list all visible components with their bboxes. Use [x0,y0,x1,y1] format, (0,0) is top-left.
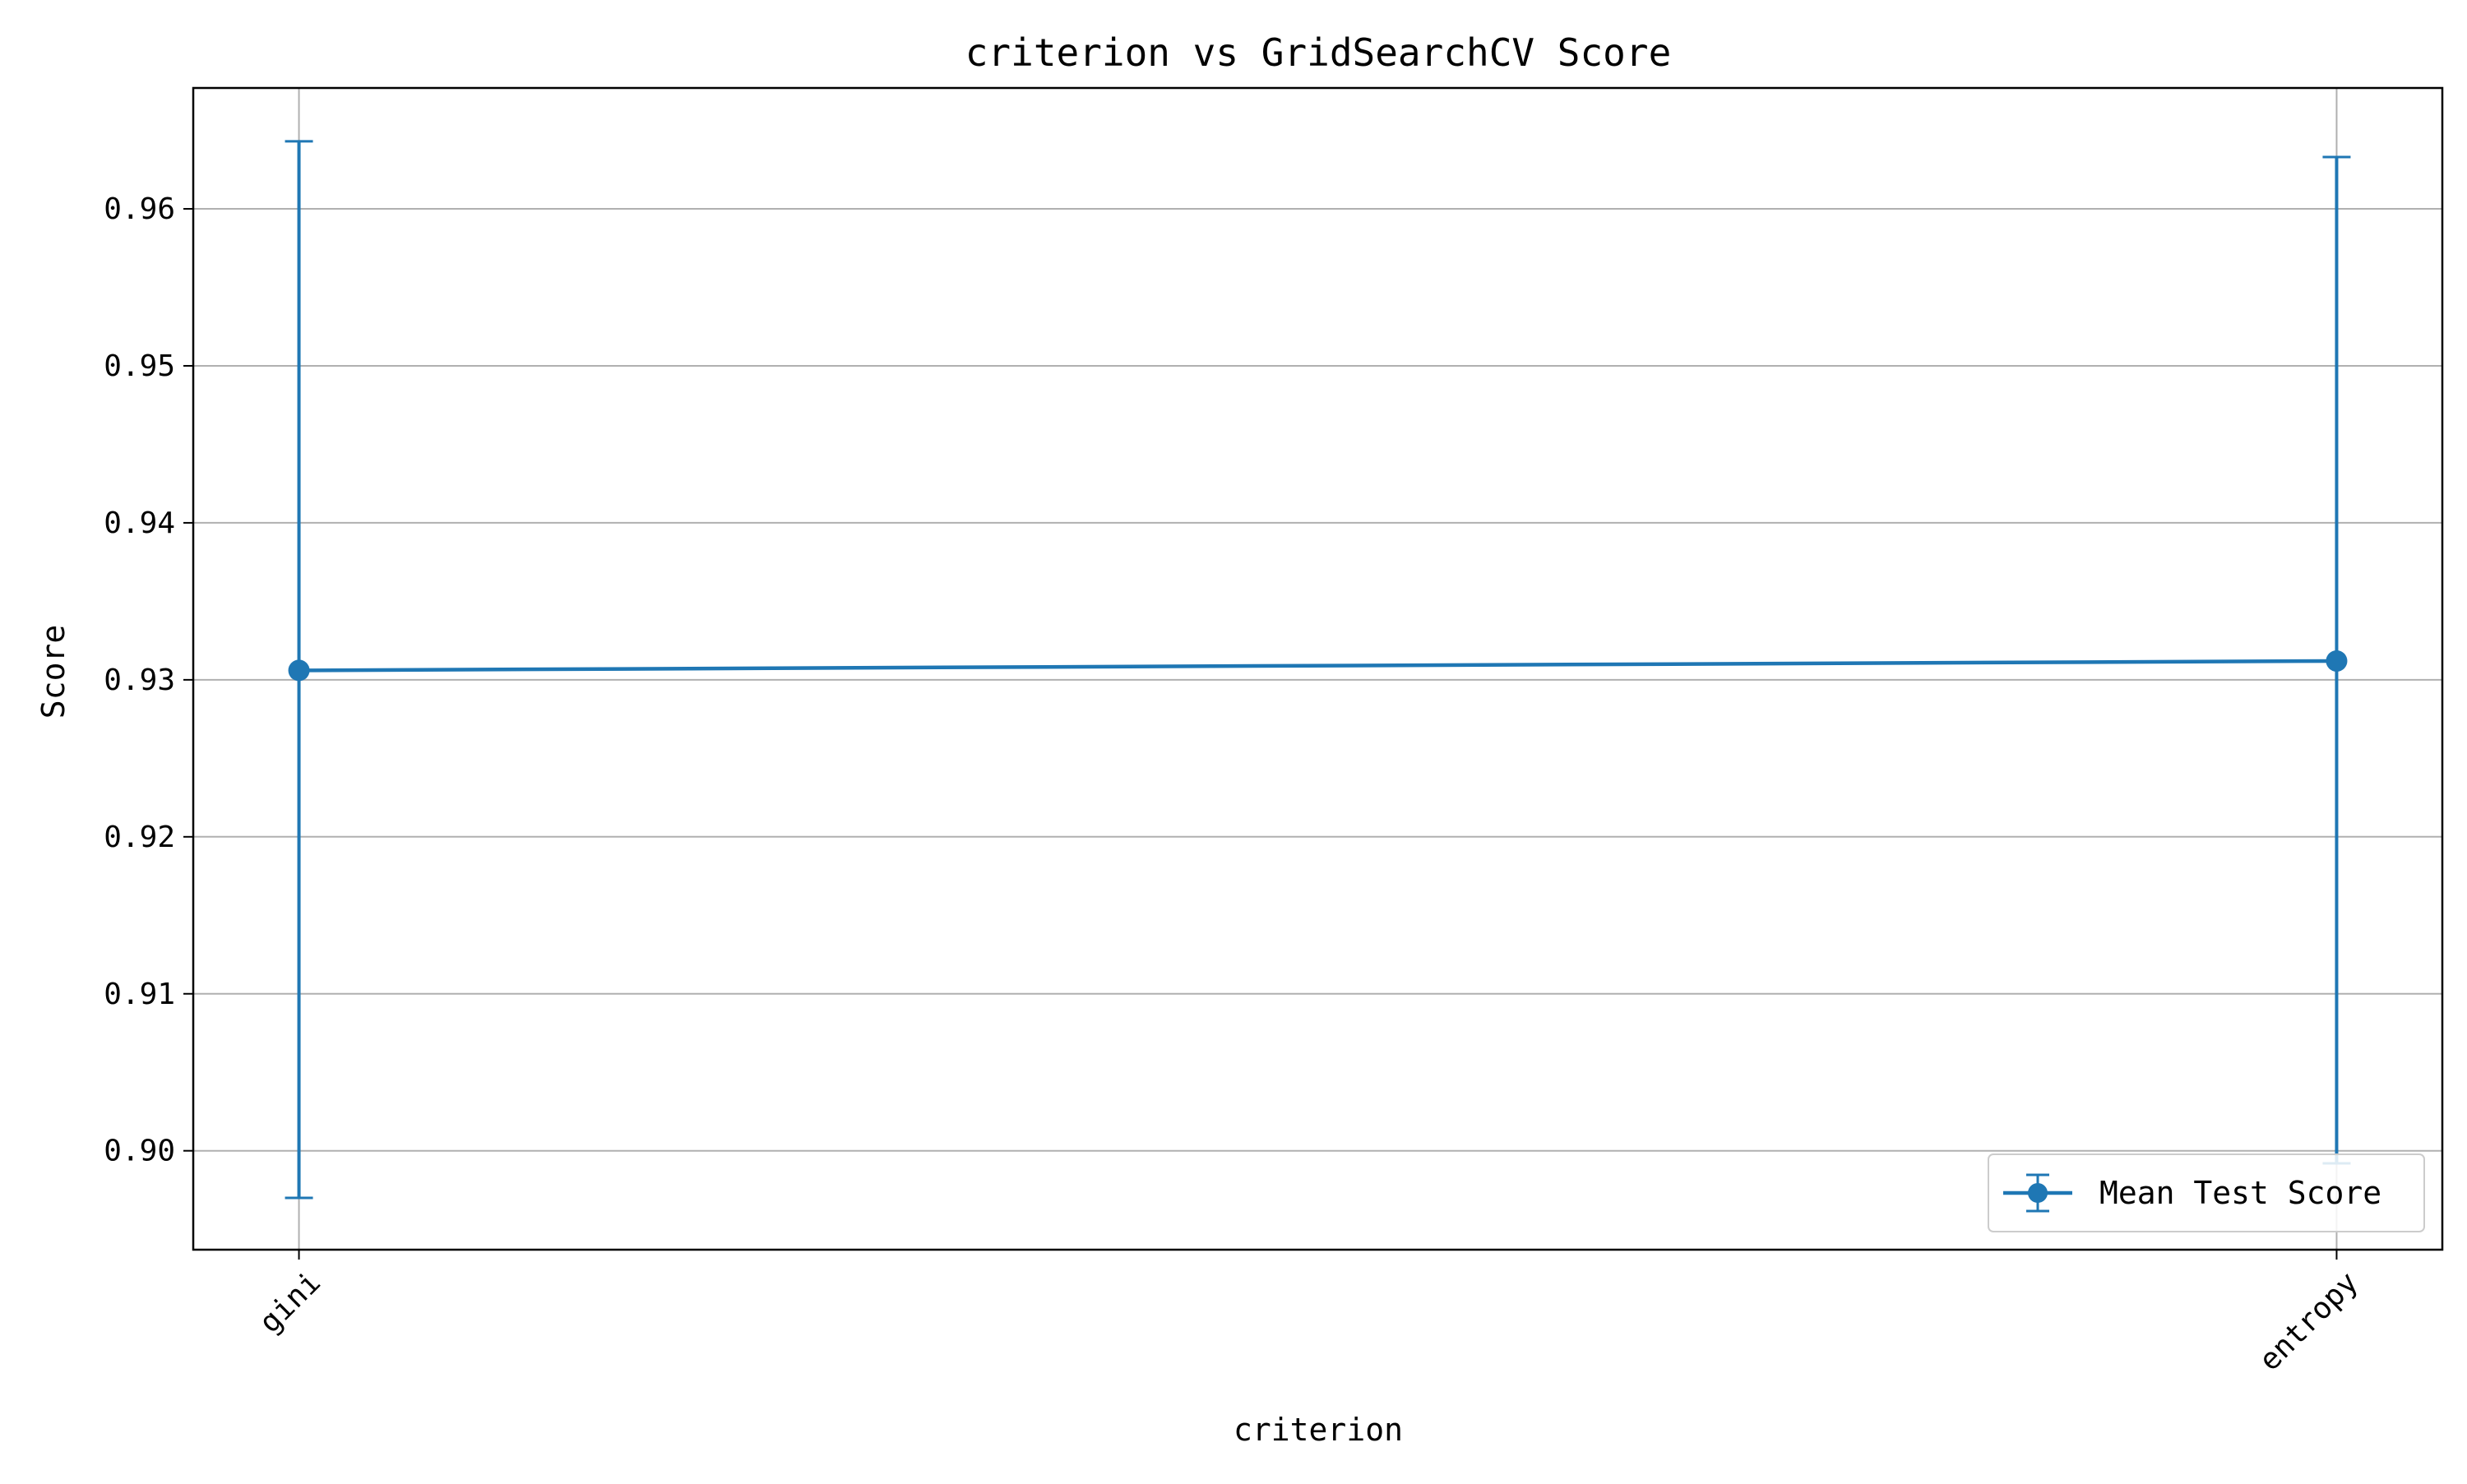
y-tick-label: 0.90 [104,1135,175,1168]
y-axis-label: Score [35,625,72,719]
x-axis-label: criterion [1234,1412,1403,1448]
x-tick-label-gini: gini [253,1265,327,1339]
y-tick-label: 0.92 [104,821,175,854]
legend-box [1988,1153,2425,1232]
series-mean-test-score [285,140,2351,1200]
plot-frame [192,86,2444,1251]
data-point-gini [288,659,310,682]
axes [192,86,2444,1251]
legend-marker [2028,1183,2048,1203]
series-line [299,659,2337,673]
legend: Mean Test Score [1988,1153,2425,1232]
y-tick-label: 0.91 [104,978,175,1011]
data-point-entropy [2326,650,2348,672]
y-tick-label: 0.95 [104,349,175,383]
y-tick-label: 0.93 [104,663,175,697]
legend-label: Mean Test Score [2099,1175,2381,1211]
y-tick-label: 0.94 [104,506,175,540]
grid-lines [193,88,2442,1250]
x-tick-label-entropy: entropy [2253,1265,2365,1377]
y-tick-label: 0.96 [104,192,175,226]
chart-title: criterion vs GridSearchCV Score [965,30,1672,75]
